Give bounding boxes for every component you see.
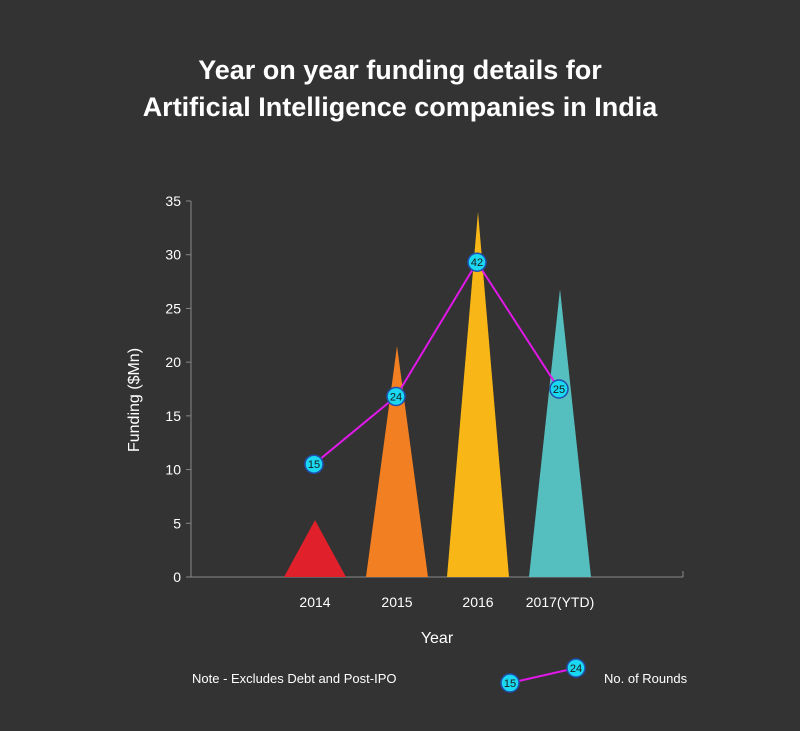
y-tick-label: 5 <box>173 515 181 531</box>
rounds-data-label: 42 <box>471 257 483 269</box>
chart-title-line-2: Artificial Intelligence companies in Ind… <box>142 92 658 122</box>
y-tick-label: 35 <box>165 193 181 209</box>
y-axis-label: Funding ($Mn) <box>126 348 143 452</box>
funding-bar-2017(YTD) <box>529 289 591 577</box>
funding-bar-2014 <box>284 520 346 577</box>
bars <box>284 211 591 577</box>
x-tick-label: 2017(YTD) <box>526 594 594 610</box>
legend-marker-label: 15 <box>504 678 516 690</box>
legend-marker <box>566 658 586 678</box>
legend-line <box>509 667 577 684</box>
legend-marker <box>500 673 520 693</box>
y-tick-label: 30 <box>165 247 181 263</box>
y-tick-label: 20 <box>165 354 181 370</box>
x-tick-label: 2015 <box>381 594 412 610</box>
rounds-marker <box>304 454 324 474</box>
legend-marker-label: 24 <box>570 663 582 675</box>
rounds-marker <box>549 379 569 399</box>
y-tick-label: 25 <box>165 300 181 316</box>
x-tick-label: 2016 <box>462 594 493 610</box>
footnote: Note - Excludes Debt and Post-IPO <box>192 671 397 686</box>
rounds-line-series: 15 24 42 25 <box>304 252 569 474</box>
x-axis: 2014 2015 2016 2017(YTD) <box>191 571 684 610</box>
y-tick-label: 10 <box>165 462 181 478</box>
legend-label-rounds: No. of Rounds <box>604 671 688 686</box>
rounds-data-label: 24 <box>390 392 402 404</box>
funding-bar-2015 <box>366 346 428 577</box>
rounds-line <box>313 260 560 465</box>
chart-title-line-1: Year on year funding details for <box>198 55 602 85</box>
y-tick-label: 0 <box>173 569 181 585</box>
chart-title: Year on year funding details for Artific… <box>0 52 800 126</box>
y-axis: 0 5 10 15 20 25 30 35 <box>165 193 192 585</box>
rounds-data-label: 15 <box>308 459 320 471</box>
x-tick-label: 2014 <box>299 594 330 610</box>
rounds-marker <box>386 386 406 407</box>
rounds-data-label: 25 <box>553 384 565 396</box>
funding-bar-2016 <box>447 211 509 577</box>
y-tick-label: 15 <box>165 408 181 424</box>
rounds-marker <box>467 252 487 272</box>
x-axis-label: Year <box>421 630 454 647</box>
